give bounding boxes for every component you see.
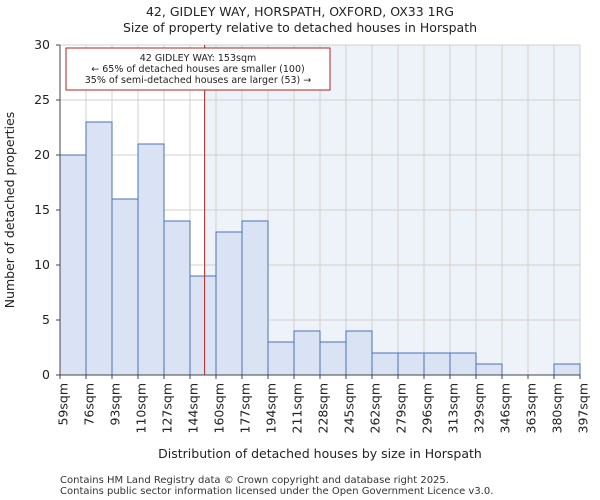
annotation-box: 42 GIDLEY WAY: 153sqm ← 65% of detached … [65,47,331,91]
x-tick-label: 262sqm [368,383,383,433]
x-tick-label: 296sqm [420,383,435,433]
y-tick-label: 10 [34,257,50,272]
bar [111,198,139,376]
bar [423,352,451,376]
x-tick-label: 76sqm [82,383,97,426]
y-tick-label: 5 [42,312,50,327]
x-tick-label: 194sqm [264,383,279,433]
x-tick-labels: 59sqm 76sqm 93sqm 110sqm 127sqm 144sqm 160sqm 1… [56,375,591,433]
bar [397,352,425,376]
footer-line2: Contains public sector information licen… [60,486,493,497]
bar [475,363,503,376]
bar [189,275,217,376]
x-tick-label: 93sqm [108,383,123,426]
y-tick-label: 30 [34,37,50,52]
bar [345,330,373,376]
footer-line1: Contains HM Land Registry data © Crown c… [60,475,449,486]
x-tick-label: 144sqm [186,383,201,433]
x-tick-label: 279sqm [394,383,409,433]
annotation-border [65,47,331,91]
bar [371,352,399,376]
bar [137,143,165,376]
x-tick-label: 363sqm [524,383,539,433]
bar [241,220,269,376]
bar [163,220,191,376]
bar [319,341,347,376]
x-tick-label: 127sqm [160,383,175,433]
annotation-line1: 42 GIDLEY WAY: 153sqm [140,53,256,64]
x-tick-label: 160sqm [212,383,227,433]
y-tick-label: 20 [34,147,50,162]
annotation-line3: 35% of semi-detached houses are larger (… [85,75,312,86]
x-tick-label: 397sqm [576,383,591,433]
x-tick-label: 59sqm [56,383,71,426]
bar [215,231,243,376]
x-tick-label: 346sqm [498,383,513,433]
x-tick-label: 245sqm [342,383,357,433]
bar [267,341,295,376]
x-tick-label: 228sqm [316,383,331,433]
bar [449,352,477,376]
bars-group [59,121,581,376]
bar [59,154,87,376]
bar [293,330,321,376]
x-tick-label: 329sqm [472,383,487,433]
y-tick-label: 0 [42,367,50,382]
annotation-line2: ← 65% of detached houses are smaller (10… [91,64,304,75]
bar [85,121,113,376]
chart-title-line2: Size of property relative to detached ho… [123,20,477,35]
bar [553,363,581,376]
x-tick-label: 211sqm [290,383,305,433]
x-axis-label: Distribution of detached houses by size … [158,446,482,461]
x-tick-label: 313sqm [446,383,461,433]
y-tick-label: 25 [34,92,50,107]
y-tick-label: 15 [34,202,50,217]
y-axis-label: Number of detached properties [2,112,17,309]
x-tick-label: 380sqm [550,383,565,433]
y-tick-labels: 0 5 10 15 20 25 30 [34,37,60,382]
x-tick-label: 110sqm [134,383,149,433]
chart-title-line1: 42, GIDLEY WAY, HORSPATH, OXFORD, OX33 1… [146,4,454,19]
x-tick-label: 177sqm [238,383,253,433]
